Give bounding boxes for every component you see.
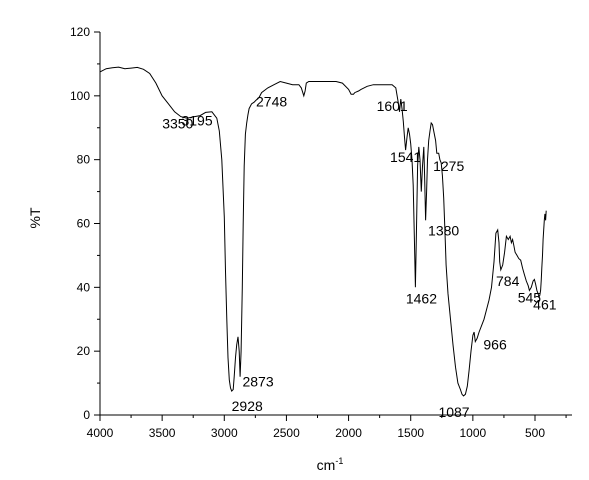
y-tick-label: 0 xyxy=(83,408,90,422)
peak-label: 1462 xyxy=(406,290,437,306)
peak-label: 545 xyxy=(518,290,542,306)
x-tick-label: 1000 xyxy=(460,426,487,440)
x-ticks: 4000 3500 3000 2500 2000 1500 1000 500 xyxy=(87,415,567,440)
y-tick-label: 120 xyxy=(70,25,90,39)
peak-label: 2873 xyxy=(242,374,273,390)
x-tick-label: 2000 xyxy=(335,426,362,440)
peak-label: 784 xyxy=(496,273,520,289)
y-tick-label: 100 xyxy=(70,89,90,103)
peak-label: 3195 xyxy=(181,113,212,129)
peak-label: 1380 xyxy=(428,222,459,238)
peak-label: 2928 xyxy=(232,398,263,414)
peak-label: 1275 xyxy=(433,158,464,174)
peak-label: 1601 xyxy=(377,98,408,114)
y-tick-label: 80 xyxy=(77,153,91,167)
y-ticks: 0 20 40 60 80 100 120 xyxy=(70,25,100,422)
x-tick-label: 3500 xyxy=(149,426,176,440)
axes xyxy=(99,32,572,416)
x-tick-label: 2500 xyxy=(273,426,300,440)
peak-label: 2748 xyxy=(256,94,287,110)
series-line xyxy=(99,66,547,397)
y-tick-label: 20 xyxy=(77,344,91,358)
x-tick-label: 500 xyxy=(525,426,545,440)
peak-label: 1087 xyxy=(438,404,469,420)
peak-label: 966 xyxy=(483,337,507,353)
x-axis-title-unit: cm xyxy=(317,457,336,473)
peak-label: 461 xyxy=(533,296,557,312)
y-tick-label: 60 xyxy=(77,217,91,231)
x-tick-label: 3000 xyxy=(211,426,238,440)
x-tick-label: 1500 xyxy=(397,426,424,440)
peak-label: 1541 xyxy=(390,149,421,165)
peak-label: 3350 xyxy=(162,116,193,132)
x-tick-label: 4000 xyxy=(87,426,114,440)
x-axis-title: cm-1 xyxy=(317,456,344,473)
x-axis-title-superscript: -1 xyxy=(335,456,343,466)
y-tick-label: 40 xyxy=(77,280,91,294)
y-axis-title: %T xyxy=(27,207,43,228)
